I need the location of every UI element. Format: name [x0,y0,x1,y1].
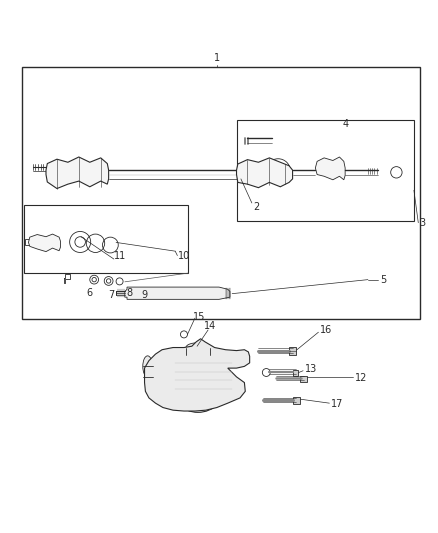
Text: 7: 7 [109,290,115,300]
Bar [22,67,420,319]
Text: 11: 11 [114,251,127,261]
Bar [24,205,188,273]
Text: 3: 3 [420,217,426,228]
Ellipse shape [143,356,152,377]
Text: 6: 6 [87,288,93,298]
Text: 8: 8 [126,288,132,298]
Bar [293,370,298,376]
Bar [25,239,30,245]
Text: 15: 15 [193,312,205,322]
Bar [300,376,307,382]
Polygon shape [315,157,345,180]
Text: 16: 16 [320,325,332,335]
Text: 14: 14 [204,321,216,330]
Polygon shape [125,287,230,300]
Text: 1: 1 [214,53,220,63]
Text: 10: 10 [178,251,190,261]
Text: 9: 9 [141,290,148,300]
Polygon shape [237,158,293,188]
Bar [237,120,414,221]
Bar [293,397,300,404]
Text: 13: 13 [305,365,317,374]
Polygon shape [145,339,250,411]
Text: 2: 2 [253,203,259,212]
Text: 12: 12 [355,373,367,383]
Text: 4: 4 [343,119,349,129]
Text: 5: 5 [380,274,386,285]
Polygon shape [46,157,109,189]
Polygon shape [28,234,60,252]
Ellipse shape [186,343,210,352]
Text: 17: 17 [331,399,343,409]
Bar [289,347,296,355]
